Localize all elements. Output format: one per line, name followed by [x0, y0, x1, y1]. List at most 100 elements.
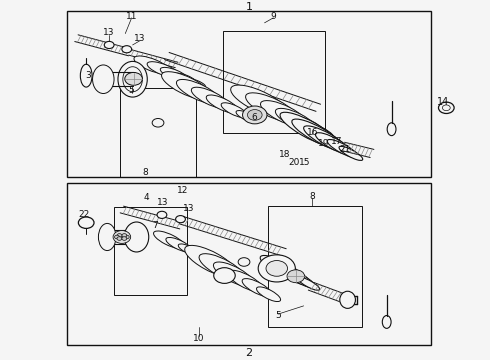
Circle shape [122, 237, 127, 240]
Ellipse shape [118, 62, 147, 97]
Ellipse shape [173, 73, 197, 85]
Bar [121, 88, 196, 177]
Circle shape [439, 102, 454, 113]
Circle shape [117, 234, 122, 237]
Text: 21: 21 [340, 145, 351, 154]
Text: 5: 5 [275, 311, 281, 320]
Circle shape [125, 72, 143, 85]
Text: 22: 22 [78, 210, 89, 219]
Text: 19: 19 [318, 139, 330, 148]
Ellipse shape [134, 56, 171, 74]
Bar [67, 183, 431, 345]
Ellipse shape [275, 108, 316, 131]
Ellipse shape [339, 146, 363, 161]
Ellipse shape [185, 246, 237, 277]
Ellipse shape [387, 123, 396, 136]
Ellipse shape [280, 112, 337, 146]
Circle shape [258, 255, 295, 282]
Ellipse shape [160, 67, 188, 81]
Ellipse shape [191, 87, 229, 109]
Ellipse shape [228, 270, 263, 292]
Ellipse shape [98, 224, 116, 251]
Ellipse shape [214, 262, 254, 287]
Ellipse shape [191, 251, 205, 259]
Text: 14: 14 [437, 98, 449, 107]
Circle shape [104, 41, 114, 49]
Ellipse shape [256, 287, 281, 302]
Ellipse shape [316, 133, 352, 155]
Text: 8: 8 [310, 192, 315, 201]
Text: 16: 16 [307, 128, 318, 137]
Circle shape [243, 106, 267, 124]
Ellipse shape [124, 222, 149, 252]
Ellipse shape [292, 119, 342, 149]
Ellipse shape [327, 139, 358, 158]
Ellipse shape [178, 244, 198, 255]
Ellipse shape [153, 231, 185, 249]
Ellipse shape [305, 124, 334, 140]
Text: 4: 4 [144, 193, 149, 202]
Ellipse shape [231, 85, 289, 118]
Ellipse shape [290, 116, 325, 136]
Ellipse shape [162, 72, 211, 100]
Bar [269, 206, 362, 327]
Bar [67, 12, 431, 177]
Text: 20: 20 [288, 158, 299, 167]
Text: 13: 13 [103, 28, 115, 37]
Text: 13: 13 [134, 35, 146, 44]
Ellipse shape [261, 100, 307, 127]
Ellipse shape [123, 67, 143, 92]
Text: 11: 11 [126, 12, 137, 21]
Ellipse shape [272, 263, 311, 285]
Circle shape [78, 217, 94, 229]
Ellipse shape [147, 62, 179, 77]
Circle shape [214, 268, 235, 283]
Ellipse shape [80, 64, 92, 87]
Bar [223, 31, 325, 134]
Circle shape [115, 235, 120, 239]
Ellipse shape [166, 238, 192, 252]
Circle shape [266, 261, 288, 276]
Text: 13: 13 [157, 198, 169, 207]
Ellipse shape [176, 80, 220, 104]
Text: 10: 10 [193, 333, 204, 342]
Circle shape [152, 118, 164, 127]
Circle shape [117, 237, 122, 240]
Circle shape [247, 109, 262, 120]
Text: 17: 17 [331, 137, 343, 146]
Text: 18: 18 [279, 150, 291, 159]
Text: 12: 12 [177, 186, 188, 195]
Ellipse shape [304, 126, 347, 152]
Bar [114, 207, 187, 295]
Text: 9: 9 [270, 12, 276, 21]
Circle shape [175, 216, 185, 223]
Circle shape [122, 234, 127, 237]
Ellipse shape [245, 93, 298, 122]
Ellipse shape [242, 279, 272, 297]
Ellipse shape [285, 270, 315, 288]
Circle shape [287, 270, 305, 283]
Ellipse shape [297, 277, 319, 290]
Text: 8: 8 [142, 168, 147, 177]
Ellipse shape [236, 111, 257, 122]
Text: 5: 5 [129, 86, 135, 95]
Text: 3: 3 [85, 71, 91, 80]
Ellipse shape [340, 291, 355, 309]
Ellipse shape [187, 79, 206, 88]
Ellipse shape [206, 95, 239, 113]
Circle shape [442, 105, 450, 111]
Circle shape [113, 230, 131, 243]
Circle shape [157, 211, 167, 219]
Ellipse shape [221, 103, 247, 118]
Text: 13: 13 [183, 204, 195, 213]
Text: 6: 6 [251, 113, 257, 122]
Circle shape [238, 258, 250, 266]
Ellipse shape [199, 254, 245, 282]
Circle shape [124, 235, 129, 239]
Text: 1: 1 [245, 2, 252, 12]
Ellipse shape [260, 256, 306, 283]
Circle shape [122, 46, 132, 53]
Text: 7: 7 [152, 221, 157, 230]
Text: 2: 2 [245, 348, 252, 358]
Text: 15: 15 [299, 158, 310, 167]
